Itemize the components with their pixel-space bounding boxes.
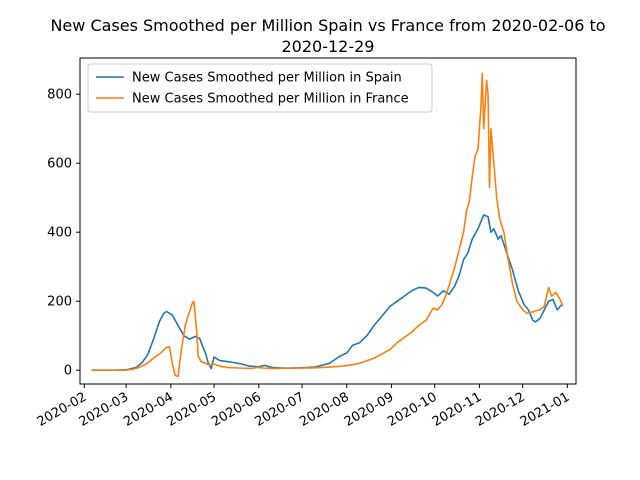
chart-title: New Cases Smoothed per Million Spain vs … — [50, 16, 605, 56]
series-line-0 — [91, 214, 563, 371]
chart-title-line-2: 2020-12-29 — [282, 37, 375, 56]
y-tick-label: 600 — [47, 157, 72, 172]
chart-title-line-1: New Cases Smoothed per Million Spain vs … — [50, 16, 605, 35]
axes-frame — [79, 57, 577, 385]
x-tick-label: 2020-10 — [385, 390, 440, 430]
legend-box — [87, 63, 433, 113]
legend-label-1: New Cases Smoothed per Million in France — [132, 92, 409, 107]
x-tick-label: 2020-07 — [252, 390, 307, 430]
x-tick-label: 2020-08 — [297, 390, 352, 430]
series-line-1 — [91, 72, 564, 378]
y-tick-label: 200 — [47, 295, 72, 310]
y-tick-label: 400 — [47, 226, 72, 241]
x-tick-label: 2020-05 — [165, 390, 220, 430]
legend: New Cases Smoothed per Million in Spain N… — [87, 63, 433, 113]
x-tick-label: 2020-12 — [473, 390, 528, 430]
y-tick-label: 800 — [47, 88, 72, 103]
axes: 02004006008002020-022020-032020-042020-0… — [35, 57, 577, 430]
y-tick-label: 0 — [64, 364, 72, 379]
legend-label-0: New Cases Smoothed per Million in Spain — [132, 71, 402, 86]
plot-area — [91, 72, 564, 378]
x-tick-label: 2021-01 — [518, 390, 573, 430]
